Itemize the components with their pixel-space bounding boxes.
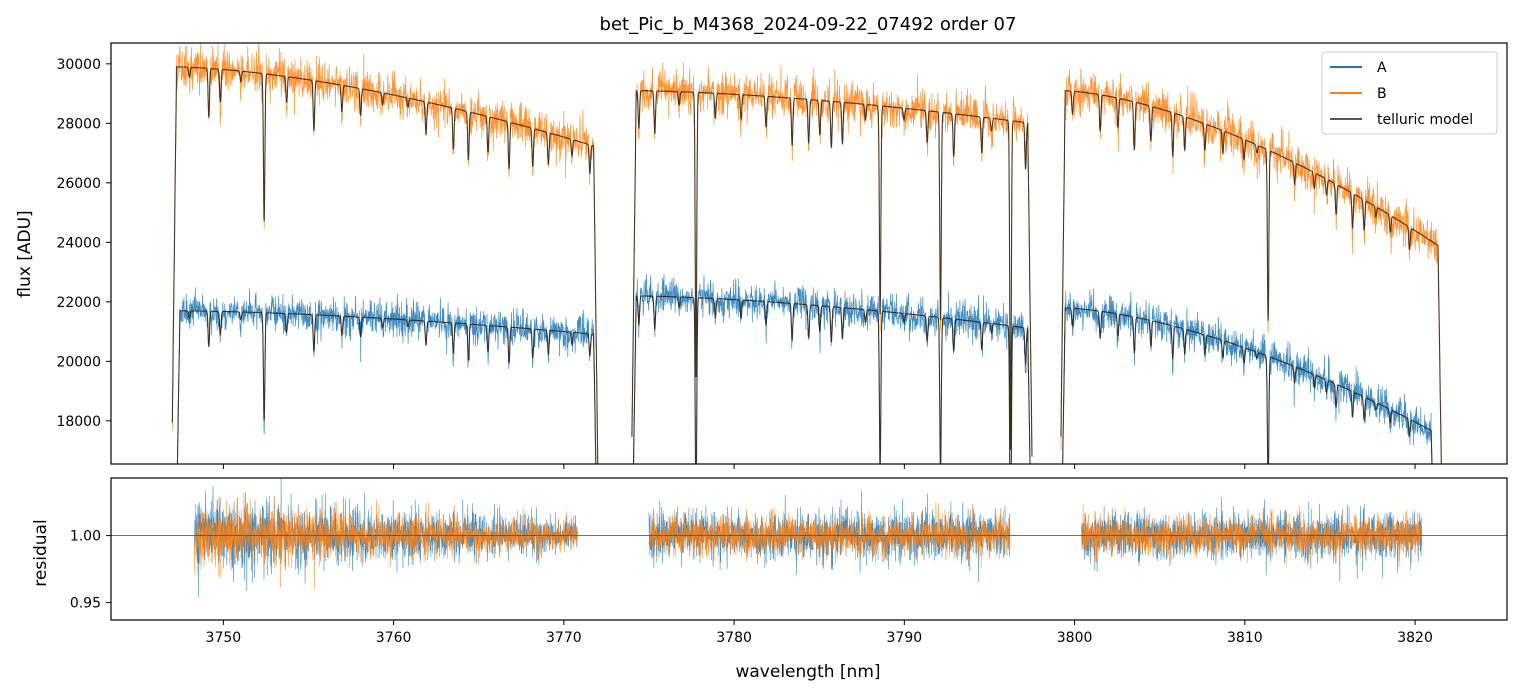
flux-y-ticks: 18000 20000 22000 24000 26000 28000 30000 [56, 57, 111, 430]
flux-y-tick-label-3: 24000 [56, 235, 101, 251]
telluric-model-A-segment-0 [176, 310, 597, 464]
legend-label-telluric-model: telluric model [1377, 112, 1473, 128]
residual-y-ticks: 0.95 1.00 [70, 529, 111, 612]
residual-x-ticks: 3750 3760 3770 3780 3790 3800 3810 3820 [206, 620, 1433, 646]
telluric-model-A-segment-1 [632, 295, 1031, 464]
legend-box [1321, 51, 1498, 135]
series-A-segment-0 [176, 287, 597, 464]
series-B-segment-0 [171, 43, 599, 464]
residual-B-segment-1 [648, 501, 1011, 569]
flux-y-tick-label-0: 18000 [56, 414, 101, 430]
residual-x-tick-label-2: 3770 [546, 630, 582, 646]
telluric-model-B-segment-0 [171, 66, 599, 464]
telluric-model-B-segment-1 [631, 89, 1033, 457]
legend-label-B: B [1377, 86, 1387, 102]
x-axis-label: wavelength [nm] [735, 662, 880, 682]
telluric-model-line [171, 66, 1442, 464]
residual-B-line [194, 492, 1423, 589]
residual-x-tick-label-0: 3750 [206, 630, 242, 646]
residual-axes-frame [110, 477, 1508, 621]
flux-y-tick-label-1: 20000 [56, 354, 101, 370]
telluric-model-A-segment-2 [1062, 307, 1433, 464]
flux-y-axis-label: flux [ADU] [15, 210, 35, 297]
residual-x-tick-label-4: 3790 [887, 630, 923, 646]
residual-x-tick-label-3: 3780 [716, 630, 752, 646]
residual-y-axis-label: residual [31, 519, 51, 586]
chart-title: bet_Pic_b_M4368_2024-09-22_07492 order 0… [600, 14, 1017, 35]
flux-y-tick-label-6: 30000 [56, 57, 101, 73]
residual-B-segment-0 [194, 492, 578, 589]
legend: A B telluric model [1321, 51, 1498, 135]
residual-x-tick-label-7: 3820 [1397, 630, 1433, 646]
legend-label-A: A [1377, 60, 1387, 76]
residual-panel: 0.95 1.00 3750 3760 3770 3780 3790 3800 3810 382… [31, 477, 1508, 682]
flux-y-tick-label-2: 22000 [56, 295, 101, 311]
residual-x-tick-label-5: 3800 [1057, 630, 1093, 646]
flux-x-ticks [222, 464, 1416, 469]
residual-B-segment-2 [1081, 504, 1423, 568]
telluric-model-B-segment-2 [1060, 90, 1442, 464]
flux-y-tick-label-4: 26000 [56, 176, 101, 192]
flux-axes-frame [110, 42, 1508, 465]
residual-x-tick-label-1: 3760 [376, 630, 412, 646]
flux-y-tick-label-5: 28000 [56, 116, 101, 132]
residual-x-tick-label-6: 3810 [1227, 630, 1263, 646]
series-B-segment-2 [1060, 68, 1442, 464]
flux-panel: 18000 20000 22000 24000 26000 28000 30000 flux… [15, 42, 1508, 469]
series-A-segment-2 [1062, 288, 1433, 464]
residual-y-tick-label-0: 0.95 [70, 596, 101, 612]
residual-y-tick-label-1: 1.00 [70, 529, 101, 545]
